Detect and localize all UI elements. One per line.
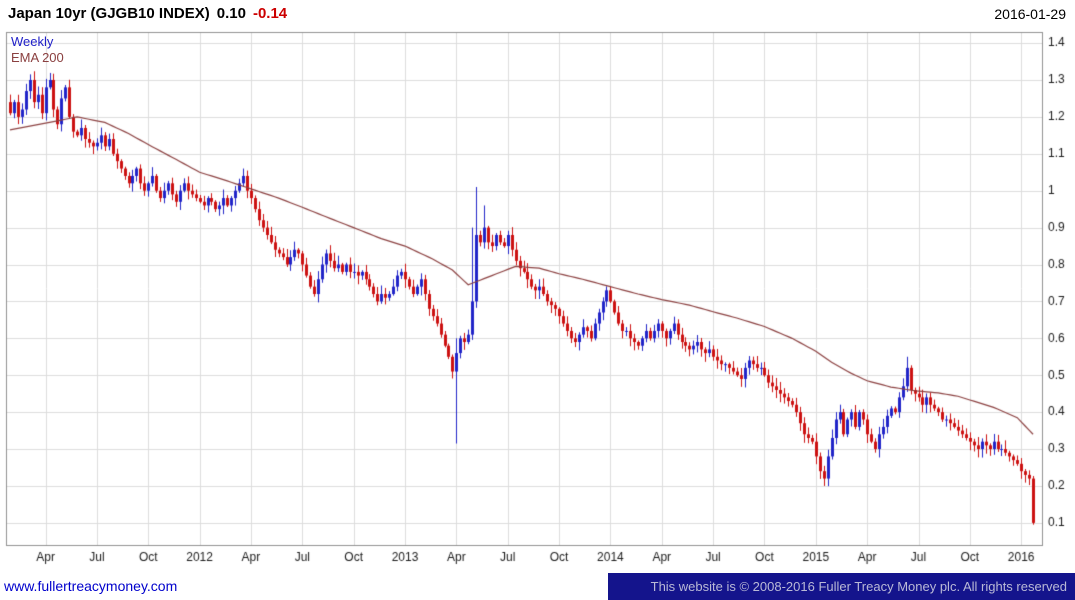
ema-label: EMA 200 [11,50,64,65]
timeframe-label: Weekly [11,34,54,49]
instrument-name: Japan 10yr (GJGB10 INDEX) [8,5,210,22]
site-link[interactable]: www.fullertreacymoney.com [4,578,178,594]
chart-header: Japan 10yr (GJGB10 INDEX) 0.10 -0.14 2016-… [0,0,1075,28]
footer-bar: www.fullertreacymoney.com This website i… [0,573,1075,600]
price-chart-canvas [0,28,1075,575]
copyright-bar: This website is © 2008-2016 Fuller Treac… [608,573,1075,600]
copyright-text: This website is © 2008-2016 Fuller Treac… [650,579,1067,594]
last-value: 0.10 [216,5,246,22]
chart-area: Weekly EMA 200 [0,28,1075,575]
chart-legend: Weekly EMA 200 [11,34,64,66]
chart-title: Japan 10yr (GJGB10 INDEX) 0.10 -0.14 [8,5,287,22]
chart-date: 2016-01-29 [994,6,1066,22]
change-value: -0.14 [252,5,288,22]
